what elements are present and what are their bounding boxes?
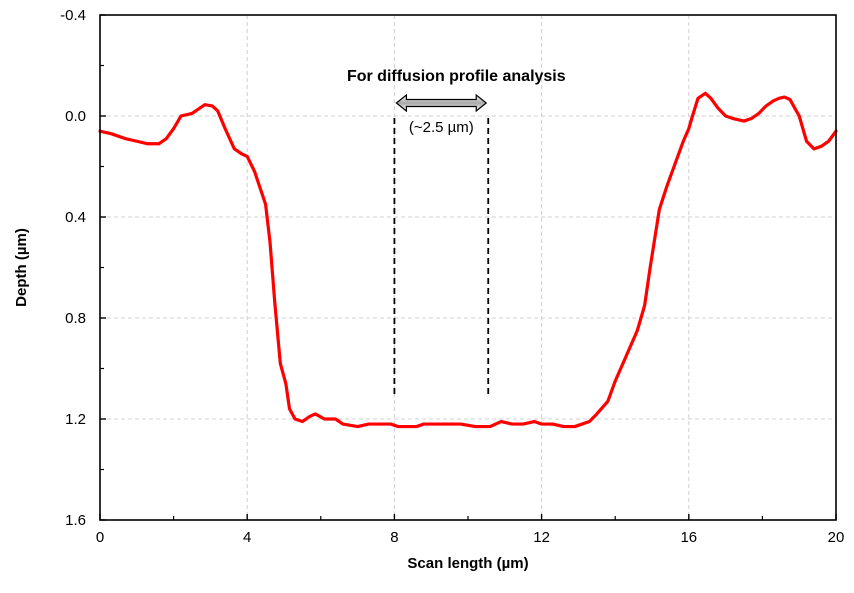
plot-area-frame	[99, 14, 837, 521]
tick-labels: 0 4 8 12 16 20 -0.4 0.0 0.4 0.8 1.2 1.6	[60, 7, 844, 546]
double-arrow-icon	[395, 93, 488, 113]
y-tick-label: 0.0	[65, 108, 86, 125]
y-axis-title: Depth (µm)	[13, 228, 30, 307]
depth-series-line	[98, 91, 838, 429]
y-tick-label: -0.4	[60, 7, 86, 24]
x-tick-label: 0	[96, 529, 104, 546]
y-tick-label: 1.2	[65, 411, 86, 428]
y-tick-label: 0.4	[65, 209, 86, 226]
region-width-label: (~2.5 µm)	[409, 119, 474, 136]
region-label: For diffusion profile analysis	[347, 68, 566, 85]
grid-lines	[100, 15, 836, 520]
diffusion-region-annotation: For diffusion profile analysis (~2.5 µm)	[347, 68, 566, 398]
x-axis-title: Scan length (µm)	[407, 555, 528, 572]
axis-ticks	[99, 14, 837, 521]
x-tick-label: 4	[243, 529, 251, 546]
y-tick-label: 0.8	[65, 310, 86, 327]
x-tick-label: 8	[390, 529, 398, 546]
x-tick-label: 16	[680, 529, 697, 546]
y-tick-label: 1.6	[65, 512, 86, 529]
x-tick-label: 12	[533, 529, 550, 546]
x-tick-label: 20	[828, 529, 845, 546]
